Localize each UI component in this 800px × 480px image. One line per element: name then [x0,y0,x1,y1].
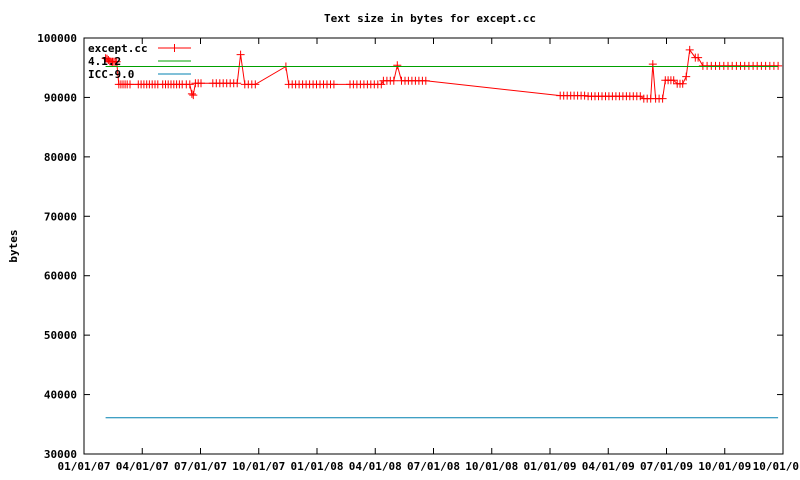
x-tick-label: 10/01/07 [232,460,285,473]
data-point [185,80,194,89]
x-axis: 01/01/07 04/01/07 07/01/07 10/01/07 01/01/08… [58,38,799,473]
data-point [377,80,386,89]
y-tick-label: 90000 [44,91,77,104]
x-tick-label: 10/01/09 [698,460,751,473]
x-tick-label: 01/01/09 [524,460,577,473]
data-point [112,57,121,66]
data-point [658,94,667,103]
data-point [233,79,242,88]
y-axis: 30000 40000 50000 60000 70000 80000 90000 10000… [37,32,783,461]
y-tick-label: 50000 [44,329,77,342]
y-tick-label: 80000 [44,151,77,164]
data-point [236,50,245,59]
y-tick-label: 40000 [44,389,77,402]
x-tick-label: 04/01/07 [116,460,169,473]
data-point [774,61,783,70]
data-point [329,80,338,89]
series-except-cc [101,45,783,103]
data-point [685,45,694,54]
data-point [393,61,402,70]
y-tick-label: 100000 [37,32,77,45]
x-tick-label: 01/01/07 [58,460,111,473]
legend-label: 4.1.2 [88,55,121,68]
series-layer [101,45,783,419]
x-tick-label: 07/01/07 [174,460,227,473]
legend-marker [170,44,179,52]
data-point [197,79,205,88]
x-tick-label: 07/01/08 [407,460,460,473]
x-tick-label: 10/01/0 [753,460,799,473]
data-point [669,76,678,85]
plot-border [83,37,784,455]
data-point [580,91,589,100]
legend-label: except.cc [88,42,148,55]
data-point [189,91,198,100]
chart-title: Text size in bytes for except.cc [324,12,536,25]
x-tick-label: 04/01/08 [349,460,402,473]
data-point [678,79,687,88]
data-point [187,89,196,98]
plot-frame [83,37,784,455]
x-tick-label: 07/01/09 [640,460,693,473]
series-line [105,48,779,100]
data-point [421,76,430,85]
y-tick-label: 70000 [44,210,77,223]
x-tick-label: 04/01/09 [582,460,635,473]
legend: except.cc 4.1.2 ICC-9.0 [88,42,191,81]
data-point [389,76,398,85]
data-point [694,53,703,62]
legend-entry: except.cc [88,42,191,55]
data-point [251,80,260,89]
legend-entry: 4.1.2 [88,55,191,68]
x-tick-label: 10/01/08 [465,460,518,473]
x-tick-label: 01/01/08 [291,460,344,473]
legend-entry: ICC-9.0 [88,68,191,81]
data-point [682,72,691,81]
data-point [126,80,134,89]
y-axis-label: bytes [7,229,20,262]
y-tick-label: 30000 [44,448,77,461]
y-tick-label: 60000 [44,270,77,283]
legend-label: ICC-9.0 [88,68,134,81]
